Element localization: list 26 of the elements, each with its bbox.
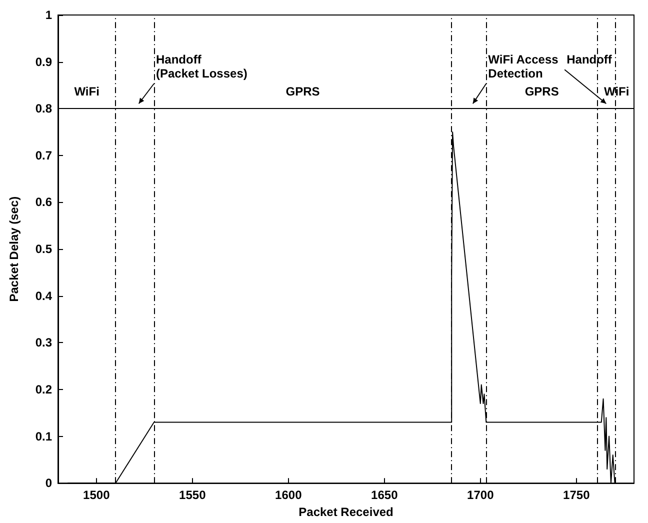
y-tick-label: 0.4 — [35, 288, 52, 303]
x-tick-label: 1700 — [467, 488, 494, 502]
y-tick-label: 0.8 — [35, 102, 52, 116]
x-tick-label: 1750 — [563, 488, 590, 502]
annotation: WiFi Access Detection — [488, 52, 559, 81]
y-axis-title: Packet Delay (sec) — [7, 196, 21, 302]
y-tick-label: 0.7 — [35, 148, 52, 162]
y-tick-label: 0 — [45, 476, 52, 490]
y-tick-label: 0.2 — [35, 382, 52, 396]
y-tick-label: 0.9 — [35, 54, 52, 69]
annotation: WiFi — [604, 84, 630, 99]
annotation: Handoff — [566, 52, 613, 67]
annotation: GPRS — [524, 84, 559, 99]
annotation: WiFi — [74, 84, 100, 99]
y-tick-label: 0.6 — [35, 195, 52, 210]
x-axis-title: Packet Received — [298, 505, 394, 519]
x-tick-label: 1600 — [275, 488, 302, 502]
x-tick-label: 1550 — [179, 488, 206, 502]
x-tick-label: 1500 — [83, 488, 110, 502]
annotation: GPRS — [286, 84, 320, 99]
y-tick-label: 0.3 — [35, 336, 52, 350]
x-tick-label: 1650 — [371, 488, 398, 502]
y-tick-label: 0.1 — [35, 429, 52, 444]
annotation: Handoff (Packet Losses) — [156, 52, 248, 81]
y-tick-label: 0.5 — [35, 242, 52, 256]
y-tick-label: 1 — [45, 8, 52, 22]
